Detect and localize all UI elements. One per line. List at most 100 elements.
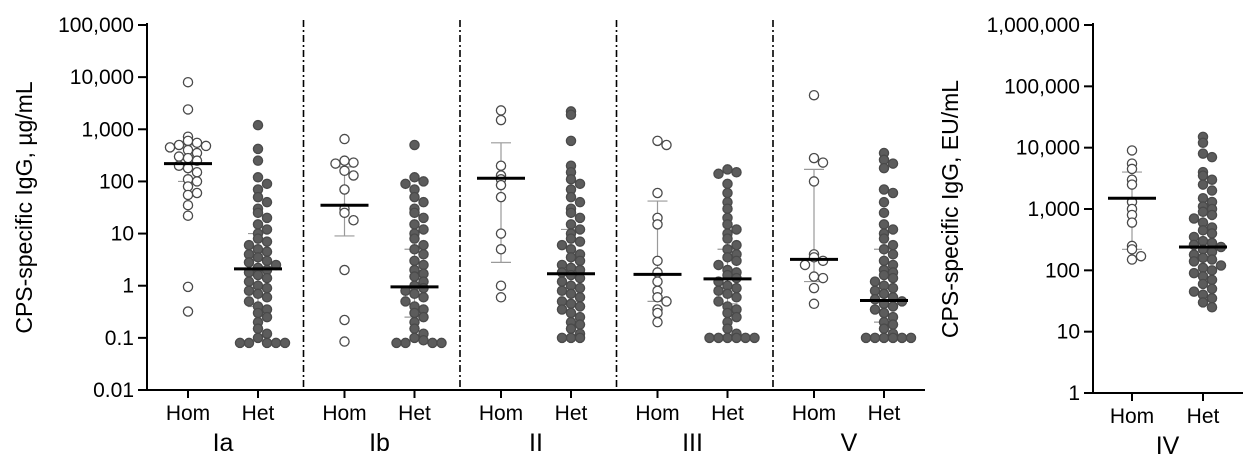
het-point	[565, 288, 577, 300]
het-point	[731, 292, 742, 303]
hom-point	[495, 179, 507, 191]
het-point	[400, 296, 411, 307]
het-point	[731, 224, 742, 235]
hom-point	[1135, 250, 1147, 262]
hom-point	[495, 114, 507, 126]
het-point	[418, 176, 429, 187]
hom-point	[495, 280, 507, 291]
hom-point	[182, 104, 194, 115]
het-point	[878, 332, 890, 344]
het-point	[279, 337, 291, 349]
hom-point	[173, 151, 185, 162]
hom-point	[182, 152, 194, 164]
y-tick-label: 100	[99, 170, 134, 193]
y-axis-label: CPS-specific IgG, EU/mL	[937, 80, 963, 338]
hom-point	[1126, 163, 1138, 175]
het-point	[574, 196, 586, 208]
y-tick-label: 100,000	[1004, 75, 1080, 98]
het-point	[887, 239, 899, 251]
het-point	[270, 337, 282, 349]
het-point	[574, 292, 586, 303]
het-point	[878, 162, 890, 174]
hom-point	[652, 255, 663, 267]
hom-point	[1126, 179, 1138, 190]
het-point	[418, 292, 429, 303]
category-label: Hom	[792, 402, 836, 425]
panel-right: 1 10 100 1,000 10,000 100,000 1,000,000 CPS-spe…	[937, 14, 1243, 458]
hom-point	[661, 139, 672, 151]
het-point	[1188, 286, 1200, 297]
het-point	[1206, 174, 1218, 185]
het-point	[565, 323, 577, 334]
category-label: Hom	[479, 402, 523, 425]
het-point	[722, 307, 733, 319]
het-point	[1206, 274, 1218, 286]
het-point	[243, 239, 255, 251]
category-label: Het	[398, 402, 431, 425]
het-point	[896, 332, 908, 344]
het-point	[722, 219, 733, 230]
het-point	[731, 166, 742, 178]
hom-point	[495, 292, 507, 303]
het-point	[409, 255, 420, 267]
het-point	[869, 332, 881, 344]
hom-point	[182, 306, 194, 317]
het-point	[574, 282, 586, 294]
het-point	[409, 219, 420, 230]
het-point	[887, 332, 899, 344]
group-label: Ib	[369, 429, 390, 457]
het-point	[860, 332, 872, 344]
het-point	[749, 332, 760, 344]
het-point	[1197, 179, 1209, 190]
het-point	[565, 109, 577, 121]
hom-point	[808, 176, 820, 187]
y-tick-label: 1	[122, 275, 134, 298]
category-label: Het	[242, 402, 275, 425]
het-point	[713, 332, 724, 344]
het-point	[722, 323, 733, 334]
hom-point	[799, 259, 811, 271]
het-point	[878, 255, 890, 267]
y-tick-label: 10	[111, 223, 134, 246]
group-label: V	[841, 429, 858, 457]
hom-point	[1126, 244, 1138, 255]
het-point	[409, 207, 420, 219]
het-point	[243, 276, 255, 287]
het-point	[722, 233, 733, 244]
het-point	[565, 219, 577, 230]
hom-point	[1126, 145, 1138, 156]
het-point	[261, 337, 273, 349]
y-tick-label: 1,000,000	[987, 14, 1080, 37]
category-label: Hom	[635, 402, 679, 425]
group-label: III	[682, 429, 703, 457]
het-point	[887, 319, 899, 330]
hom-point	[808, 282, 820, 294]
het-point	[409, 244, 420, 255]
het-point	[869, 276, 881, 287]
het-point	[878, 244, 890, 255]
het-point	[243, 257, 255, 268]
het-point	[418, 196, 429, 208]
hom-point	[182, 199, 194, 211]
het-point	[243, 337, 255, 349]
hom-point	[339, 264, 350, 276]
hom-point	[652, 276, 663, 287]
hom-point	[495, 105, 507, 116]
hom-point	[652, 307, 663, 319]
het-point	[887, 301, 899, 312]
hom-point	[348, 157, 359, 168]
het-point	[704, 332, 715, 344]
het-point	[1188, 213, 1200, 224]
het-point	[905, 332, 917, 344]
het-point	[418, 224, 429, 235]
het-point	[1206, 185, 1218, 196]
hom-point	[339, 207, 350, 219]
het-point	[1197, 252, 1209, 264]
hom-point	[164, 142, 176, 153]
het-point	[252, 288, 264, 300]
hom-point	[1126, 217, 1138, 228]
het-point	[400, 337, 411, 349]
het-point	[1206, 209, 1218, 221]
het-point	[731, 332, 742, 344]
